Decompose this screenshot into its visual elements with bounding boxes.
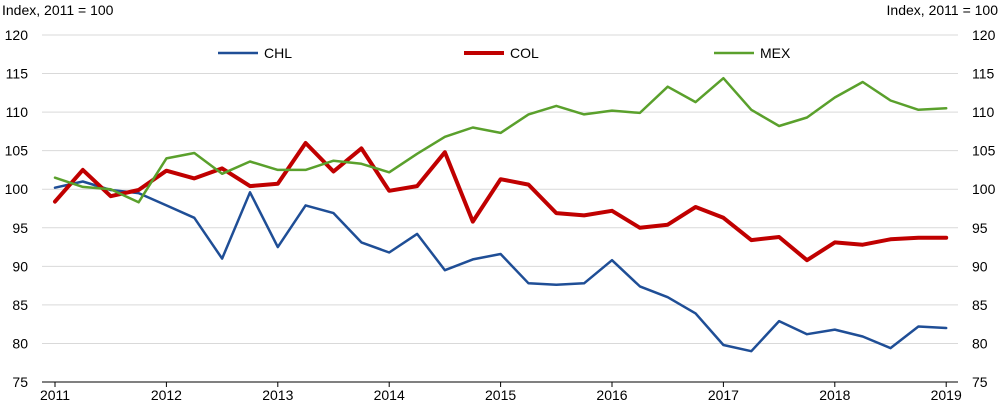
x-tick-label: 2012 <box>151 387 182 403</box>
x-tick-label: 2014 <box>374 387 405 403</box>
x-axis-ticks: 2011 2012 2013 2014 2015 2016 2017 2018 2019 <box>40 382 962 403</box>
y-tick-label-left: 100 <box>5 181 29 197</box>
legend-label-chl: CHL <box>264 45 292 61</box>
x-tick-label: 2011 <box>40 387 70 403</box>
y-tick-label-left: 80 <box>12 335 28 351</box>
y-tick-label-left: 75 <box>12 374 28 390</box>
series-line-chl <box>53 180 948 353</box>
y-tick-label-left: 95 <box>12 220 28 236</box>
y-tick-label-right: 80 <box>972 335 988 351</box>
y-tick-label-left: 85 <box>12 297 28 313</box>
left-axis-unit-label: Index, 2011 = 100 <box>2 2 114 18</box>
legend-label-col: COL <box>510 45 539 61</box>
series-line-mex <box>53 76 948 204</box>
legend-label-mex: MEX <box>760 45 791 61</box>
y-tick-label-right: 85 <box>972 297 988 313</box>
x-tick-label: 2018 <box>819 387 850 403</box>
gridlines <box>42 34 958 344</box>
y-tick-label-left: 115 <box>6 66 29 82</box>
y-tick-label-left: 110 <box>6 104 29 120</box>
y-tick-label-right: 110 <box>972 104 995 120</box>
y-tick-label-right: 90 <box>972 258 988 274</box>
right-axis-unit-label: Index, 2011 = 100 <box>887 2 999 18</box>
x-tick-label: 2016 <box>596 387 627 403</box>
y-tick-label-right: 115 <box>972 66 995 82</box>
y-tick-label-right: 120 <box>972 27 996 43</box>
y-tick-label-left: 90 <box>12 258 28 274</box>
left-y-axis-ticks: 75 80 85 90 95 100 105 110 115 120 <box>5 27 29 390</box>
series-line-col <box>53 141 949 263</box>
x-tick-label: 2019 <box>931 387 962 403</box>
y-tick-label-right: 105 <box>972 143 996 159</box>
right-y-axis-ticks: 75 80 85 90 95 100 105 110 115 120 <box>972 27 996 390</box>
y-tick-label-right: 100 <box>972 181 996 197</box>
y-tick-label-left: 105 <box>5 143 29 159</box>
legend: CHL COL MEX <box>218 45 791 61</box>
y-tick-label-left: 120 <box>5 27 29 43</box>
x-tick-label: 2017 <box>708 387 739 403</box>
x-tick-label: 2013 <box>262 387 293 403</box>
x-tick-label: 2015 <box>485 387 516 403</box>
y-tick-label-right: 75 <box>972 374 988 390</box>
series-lines <box>53 76 949 353</box>
y-tick-label-right: 95 <box>972 220 988 236</box>
